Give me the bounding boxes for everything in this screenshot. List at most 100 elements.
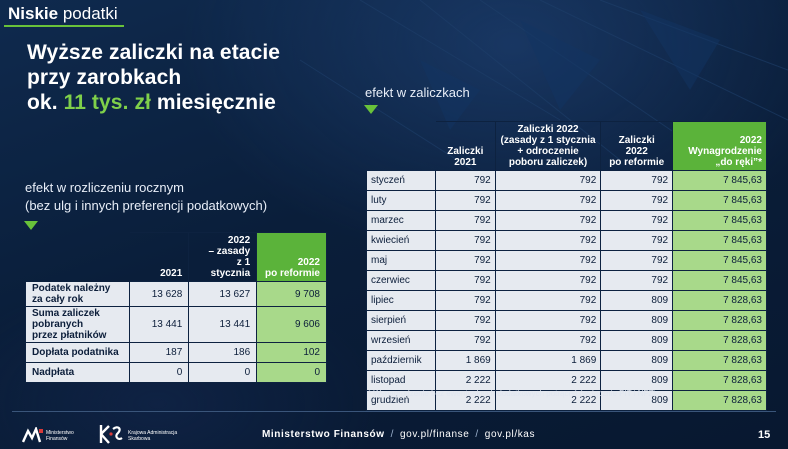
table-row: kwiecień 792 792 792 7 845,63 (366, 230, 767, 251)
table-cell: 792 (600, 170, 674, 191)
headline-line-2: przy zarobkach (27, 66, 182, 89)
table-cell: 792 (494, 190, 602, 211)
column-header-text: Zaliczki 2022 (zasady z 1 stycznia + odr… (500, 124, 596, 168)
month-label: czerwiec (366, 270, 436, 291)
table-cell: 792 (434, 170, 496, 191)
table-cell: 13 441 (128, 306, 190, 343)
left-subtitle: efekt w rozliczeniu rocznym (bez ulg i i… (25, 179, 267, 215)
table-cell: 792 (434, 290, 496, 311)
monthly-advances-table: Zaliczki 2021 Zaliczki 2022 (zasady z 1 … (366, 121, 767, 411)
table-cell: 9 606 (256, 306, 327, 343)
table-row: listopad 2 222 2 222 809 7 828,63 (366, 370, 767, 391)
table-cell: 2 222 (434, 390, 496, 411)
triangle-down-icon (364, 105, 378, 114)
table-cell: 2 222 (434, 370, 496, 391)
table-cell: 792 (494, 230, 602, 251)
table-row: październik 1 869 1 869 809 7 828,63 (366, 350, 767, 371)
footer-separator: / (390, 429, 395, 440)
month-label: październik (366, 350, 436, 371)
table-row: Dopłata podatnika 187 186 102 (25, 342, 327, 363)
column-header-text: 2022 Wynagrodzenie „do ręki”* (688, 135, 762, 168)
table-cell: 792 (434, 310, 496, 331)
table-row: czerwiec 792 792 792 7 845,63 (366, 270, 767, 291)
row-label: Nadpłata (25, 362, 130, 383)
month-label: wrzesień (366, 330, 436, 351)
headline-line-1: Wyższe zaliczki na etacie (27, 41, 281, 64)
table-row: wrzesień 792 792 809 7 828,63 (366, 330, 767, 351)
table-cell: 792 (600, 190, 674, 211)
kas-logo-icon (99, 425, 123, 444)
table-cell: 0 (256, 362, 327, 383)
month-label: styczeń (366, 170, 436, 191)
column-header: Zaliczki 2021 (434, 121, 496, 171)
table-cell: 1 869 (494, 350, 602, 371)
table-cell: 0 (188, 362, 258, 383)
section-title-bold: Niskie (8, 4, 59, 23)
table-row: Suma zaliczek pobranych przez płatników 1… (25, 306, 327, 343)
table-cell: 809 (600, 290, 674, 311)
month-label: luty (366, 190, 436, 211)
headline: Wyższe zaliczki na etacie przy zarobkach… (27, 40, 280, 115)
table-cell: 2 222 (494, 370, 602, 391)
left-subtitle-line-2: (bez ulg i innych preferencji podatkowyc… (25, 198, 268, 213)
headline-line-3: ok. 11 tys. zł miesięcznie (27, 90, 280, 115)
table-cell: 7 845,63 (672, 170, 767, 191)
table-header-row: 2021 2022 – zasady z 1 stycznia 2022 po … (26, 232, 327, 282)
table-cell: 7 845,63 (672, 190, 767, 211)
month-label: maj (366, 250, 436, 271)
table-cell: 7 828,63 (672, 370, 767, 391)
page-number: 15 (758, 429, 771, 441)
table-cell: 7 845,63 (672, 210, 767, 231)
table-row: grudzień 2 222 2 222 809 7 828,63 (366, 390, 767, 411)
table-cell: 186 (188, 342, 258, 363)
column-header: 2022 – zasady z 1 stycznia (188, 232, 258, 282)
footer-links: Ministerstwo Finansów / gov.pl/finanse / gov… (262, 429, 535, 440)
table-cell: 809 (600, 370, 674, 391)
table-cell: 13 441 (188, 306, 258, 343)
footer-link-kas[interactable]: gov.pl/kas (484, 429, 536, 440)
table-header-row: Zaliczki 2021 Zaliczki 2022 (zasady z 1 … (367, 121, 767, 171)
column-header-text: 2022 – zasady z 1 stycznia (208, 235, 251, 279)
right-subtitle: efekt w zaliczkach (365, 85, 470, 100)
row-label: Suma zaliczek pobranych przez płatników (25, 306, 130, 343)
annual-settlement-table: 2021 2022 – zasady z 1 stycznia 2022 po … (25, 232, 327, 383)
table-row: lipiec 792 792 809 7 828,63 (366, 290, 767, 311)
table-cell: 792 (494, 310, 602, 331)
left-subtitle-line-1: efekt w rozliczeniu rocznym (25, 180, 184, 195)
table-cell: 809 (600, 390, 674, 411)
table-cell: 7 828,63 (672, 330, 767, 351)
footer-link-finanse[interactable]: gov.pl/finanse (400, 429, 470, 440)
footnote: * Wynagrodzenie bez ewentualnych dodatko… (368, 389, 656, 398)
column-header: 2022 po reformie (256, 232, 327, 282)
column-header-text: 2022 po reformie (264, 257, 320, 279)
table-row: marzec 792 792 792 7 845,63 (366, 210, 767, 231)
table-cell: 7 845,63 (672, 250, 767, 271)
footer-divider (12, 411, 776, 412)
table-cell: 792 (494, 210, 602, 231)
table-row: Nadpłata 0 0 0 (25, 362, 327, 383)
row-label: Podatek należny za cały rok (25, 281, 130, 307)
table-row: Podatek należny za cały rok 13 628 13 627 9… (25, 281, 327, 307)
month-label: grudzień (366, 390, 436, 411)
table-cell: 7 845,63 (672, 230, 767, 251)
table-cell: 809 (600, 330, 674, 351)
month-label: marzec (366, 210, 436, 231)
table-cell: 792 (434, 230, 496, 251)
headline-amount: 11 tys. zł (63, 91, 151, 114)
footer-separator: / (475, 429, 479, 440)
mf-logo-text: Ministerstwo Finansów (46, 430, 74, 442)
table-cell: 13 627 (188, 281, 258, 307)
table-cell: 792 (494, 290, 602, 311)
column-header-text: Zaliczki 2022 po reformie (609, 135, 665, 168)
header-underline (4, 25, 124, 27)
table-cell: 809 (600, 310, 674, 331)
table-cell: 13 628 (128, 281, 190, 307)
month-label: sierpień (366, 310, 436, 331)
column-header: Zaliczki 2022 (zasady z 1 stycznia + odr… (494, 121, 602, 171)
table-cell: 792 (494, 250, 602, 271)
month-label: kwiecień (366, 230, 436, 251)
table-cell: 792 (600, 230, 674, 251)
footer-ministry: Ministerstwo Finansów (262, 429, 385, 440)
table-cell: 792 (434, 190, 496, 211)
headline-post: miesięcznie (156, 91, 276, 114)
